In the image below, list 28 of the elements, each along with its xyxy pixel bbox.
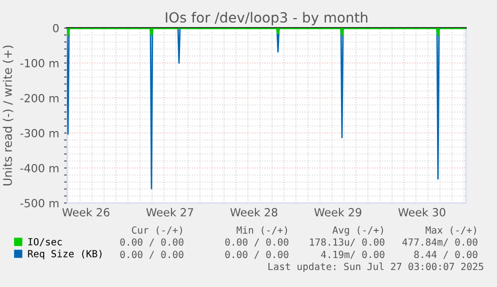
- text: 4.19m/ 0.00: [321, 250, 384, 259]
- text: 8.44 / 0.00: [414, 250, 478, 259]
- text: 178.13u/ 0.00: [310, 238, 384, 246]
- y-tick-label: -400 m: [20, 164, 58, 172]
- chart-title: IOs for /dev/loop3 - by month: [166, 12, 368, 26]
- x-tick-label: Week 26: [62, 208, 110, 216]
- text: Last update: Sun Jul 27 03:00:07 2025: [268, 262, 484, 272]
- y-tick-label: -300 m: [20, 128, 58, 138]
- legend-label: Req Size (KB): [28, 250, 102, 260]
- y-tick-label: 0: [53, 24, 59, 32]
- text: 477.84m/ 0.00: [402, 238, 478, 246]
- text: 0.00 / 0.00: [120, 250, 184, 259]
- x-tick-label: Week 29: [314, 208, 362, 216]
- text: 0.00 / 0.00: [225, 250, 288, 259]
- y-tick-label: -100 m: [20, 58, 58, 68]
- x-tick-label: Week 30: [398, 208, 446, 216]
- legend-label: IO/sec: [28, 238, 62, 246]
- y-tick-label: -500 m: [20, 198, 58, 208]
- text: Max (-/+): [426, 226, 476, 235]
- x-tick-label: Week 28: [230, 208, 278, 216]
- text: Avg (-/+): [332, 226, 383, 236]
- text: Cur (-/+): [132, 226, 182, 235]
- text: 0.00 / 0.00: [120, 238, 184, 246]
- y-axis-title: Units read (-) / write (+): [2, 46, 14, 186]
- text: Min (-/+): [236, 226, 287, 235]
- x-tick-label: Week 27: [146, 208, 194, 216]
- y-tick-label: -200 m: [20, 94, 58, 102]
- text: 0.00 / 0.00: [225, 238, 288, 246]
